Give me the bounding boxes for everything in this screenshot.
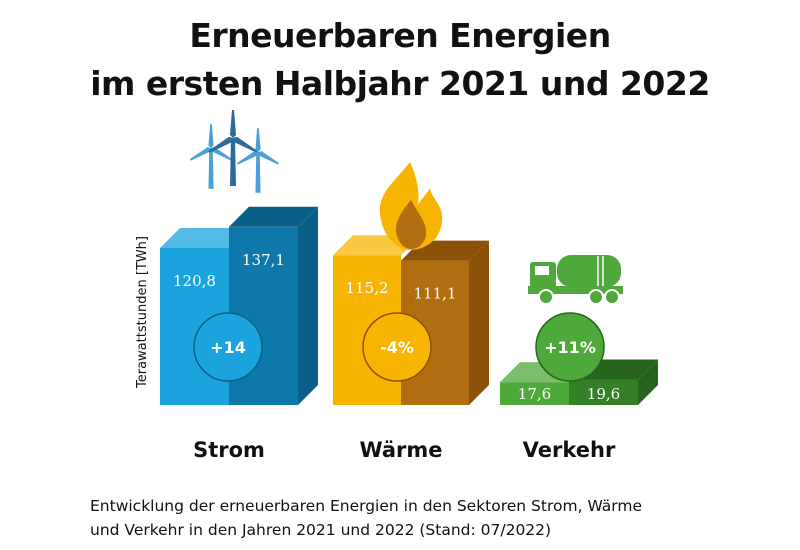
- change-label-waerme: -4%: [380, 338, 414, 357]
- change-label-verkehr: +11%: [544, 338, 596, 357]
- bar-verkehr-2022: [569, 379, 638, 405]
- bar-top-strom-2022: [229, 206, 318, 227]
- bar-top-strom-2021: [160, 227, 249, 248]
- category-label-verkehr: Verkehr: [523, 438, 616, 462]
- change-label-strom: +14: [210, 338, 246, 357]
- y-axis-label: Terawattstunden [TWh]: [135, 236, 150, 389]
- caption-line-1: Entwicklung der erneuerbaren Energien in…: [90, 497, 643, 515]
- category-label-waerme: Wärme: [359, 438, 442, 462]
- change-circle-verkehr: [535, 312, 605, 382]
- change-circle-waerme: [362, 312, 432, 382]
- flame-icon: [379, 162, 443, 250]
- value-label-strom-2022: 137,1: [242, 251, 285, 269]
- bar-side-strom: [298, 206, 318, 405]
- change-circle-strom: [193, 312, 263, 382]
- chart-title-line-1: Erneuerbaren Energien: [189, 16, 611, 55]
- bar-verkehr-2021: [500, 382, 569, 405]
- bar-side-verkehr: [638, 359, 658, 405]
- category-label-strom: Strom: [193, 438, 265, 462]
- value-label-waerme-2022: 111,1: [414, 285, 457, 303]
- value-label-verkehr-2022: 19,6: [587, 385, 620, 403]
- bar-side-waerme: [469, 240, 489, 405]
- value-label-waerme-2021: 115,2: [346, 279, 389, 297]
- chart-title-line-2: im ersten Halbjahr 2021 und 2022: [90, 64, 710, 103]
- value-label-verkehr-2021: 17,6: [518, 385, 551, 403]
- wind-turbine-icon: [189, 110, 280, 193]
- value-label-strom-2021: 120,8: [173, 272, 216, 290]
- tanker-truck-icon: [528, 255, 623, 305]
- caption-line-2: und Verkehr in den Jahren 2021 und 2022 …: [90, 521, 552, 539]
